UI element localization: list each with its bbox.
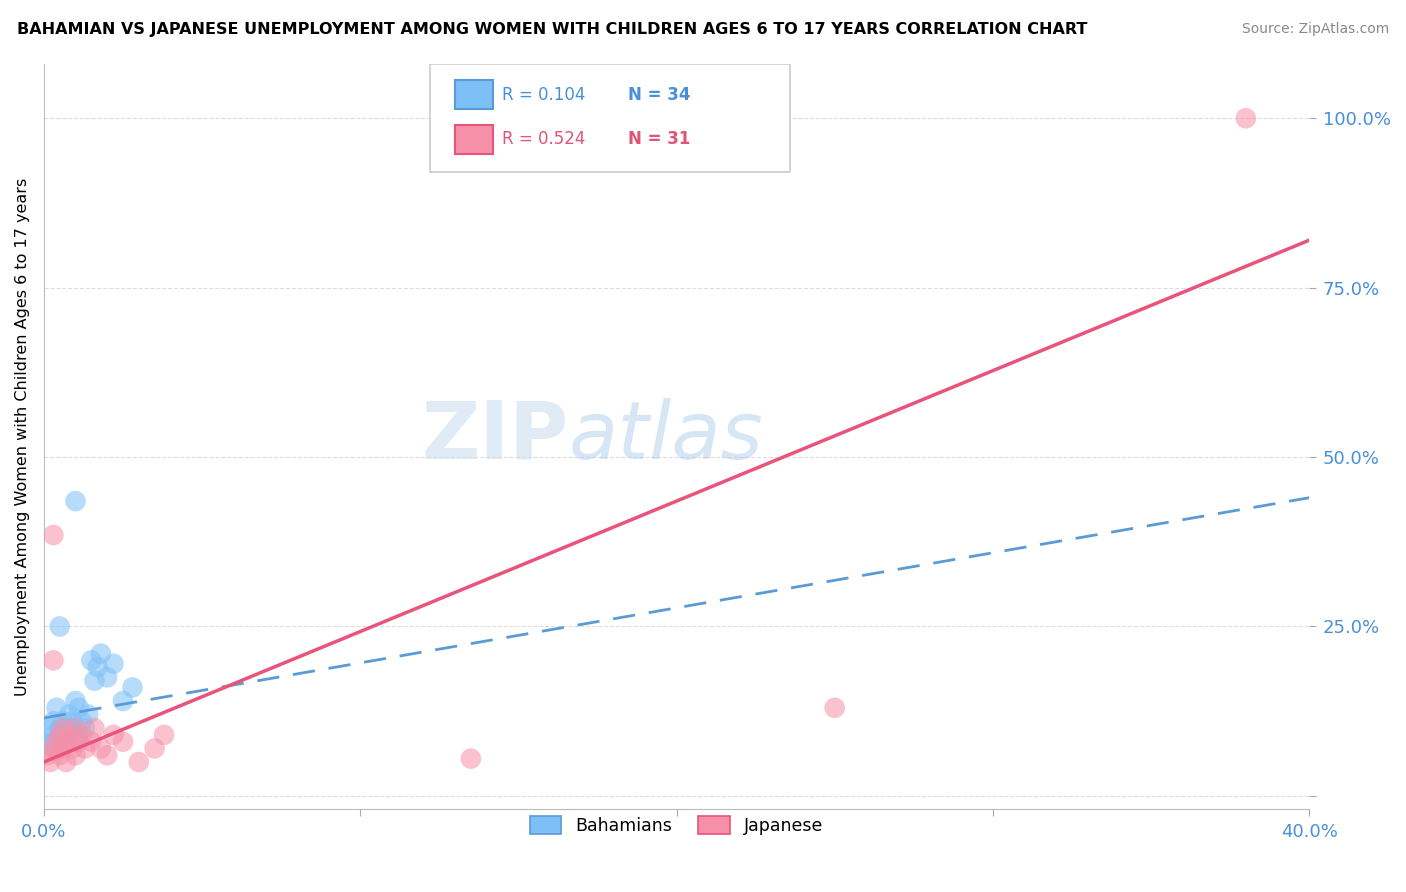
Point — [65, 494, 87, 508]
Point — [86, 660, 108, 674]
Point — [60, 741, 83, 756]
Point — [48, 721, 70, 735]
Point — [67, 700, 90, 714]
Point — [55, 755, 77, 769]
Point — [73, 721, 96, 735]
Point — [80, 653, 103, 667]
Point — [67, 734, 90, 748]
Point — [52, 728, 75, 742]
Point — [42, 728, 65, 742]
Text: R = 0.104: R = 0.104 — [502, 86, 585, 103]
Point — [83, 673, 105, 688]
Point — [824, 700, 846, 714]
Point — [39, 755, 62, 769]
Text: ZIP: ZIP — [422, 398, 569, 475]
FancyBboxPatch shape — [430, 64, 790, 172]
Point — [48, 748, 70, 763]
Point — [103, 728, 125, 742]
Point — [48, 728, 70, 742]
Text: R = 0.524: R = 0.524 — [502, 130, 585, 148]
Point — [83, 721, 105, 735]
Point — [111, 734, 134, 748]
Point — [96, 670, 118, 684]
FancyBboxPatch shape — [456, 80, 494, 109]
Point — [70, 714, 93, 729]
Point — [55, 734, 77, 748]
Text: N = 34: N = 34 — [628, 86, 690, 103]
Point — [60, 714, 83, 729]
Point — [39, 734, 62, 748]
Point — [77, 707, 100, 722]
Point — [460, 751, 482, 765]
Point — [65, 734, 87, 748]
Text: BAHAMIAN VS JAPANESE UNEMPLOYMENT AMONG WOMEN WITH CHILDREN AGES 6 TO 17 YEARS C: BAHAMIAN VS JAPANESE UNEMPLOYMENT AMONG … — [17, 22, 1087, 37]
Point — [153, 728, 176, 742]
Point — [55, 734, 77, 748]
Point — [143, 741, 166, 756]
Point — [103, 657, 125, 671]
Point — [45, 741, 67, 756]
Point — [35, 738, 58, 752]
Point — [45, 734, 67, 748]
Point — [73, 741, 96, 756]
Point — [96, 748, 118, 763]
Point — [121, 681, 143, 695]
Point — [42, 741, 65, 756]
Point — [55, 721, 77, 735]
Text: Source: ZipAtlas.com: Source: ZipAtlas.com — [1241, 22, 1389, 37]
Point — [58, 728, 80, 742]
Point — [1234, 112, 1257, 126]
Point — [70, 728, 93, 742]
Point — [60, 721, 83, 735]
Point — [48, 619, 70, 633]
Text: N = 31: N = 31 — [628, 130, 690, 148]
Point — [90, 647, 112, 661]
FancyBboxPatch shape — [456, 125, 494, 153]
Point — [65, 721, 87, 735]
Point — [58, 707, 80, 722]
Legend: Bahamians, Japanese: Bahamians, Japanese — [523, 809, 830, 842]
Point — [128, 755, 150, 769]
Point — [52, 721, 75, 735]
Y-axis label: Unemployment Among Women with Children Ages 6 to 17 years: Unemployment Among Women with Children A… — [15, 178, 30, 696]
Text: atlas: atlas — [569, 398, 763, 475]
Point — [65, 694, 87, 708]
Point — [42, 653, 65, 667]
Point — [58, 728, 80, 742]
Point — [52, 741, 75, 756]
Point — [42, 714, 65, 729]
Point — [39, 721, 62, 735]
Point — [45, 700, 67, 714]
Point — [111, 694, 134, 708]
Point — [48, 734, 70, 748]
Point — [52, 714, 75, 729]
Point — [67, 728, 90, 742]
Point — [80, 734, 103, 748]
Point — [65, 748, 87, 763]
Point — [90, 741, 112, 756]
Point — [35, 748, 58, 763]
Point — [42, 528, 65, 542]
